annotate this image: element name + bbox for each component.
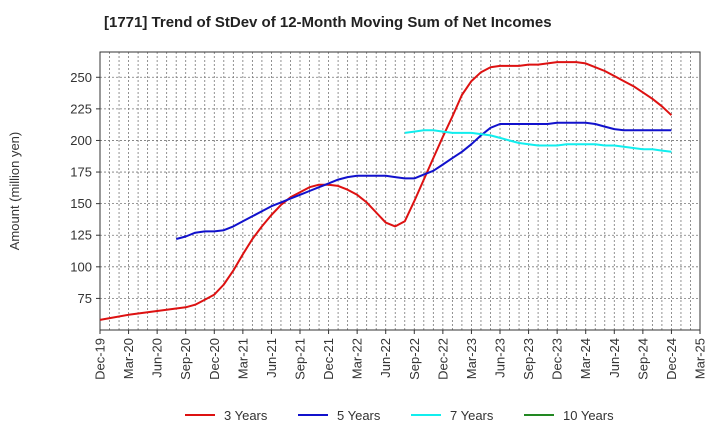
legend-label: 5 Years (337, 408, 381, 423)
y-tick-label: 75 (78, 291, 92, 306)
legend: 3 Years 5 Years 7 Years 10 Years (185, 408, 614, 423)
x-tick-label: Dec-22 (435, 338, 450, 380)
series-line-3-years (99, 61, 673, 321)
chart-title: [1771] Trend of StDev of 12-Month Moving… (104, 14, 552, 31)
x-tick-label: Dec-20 (207, 338, 222, 380)
legend-label: 7 Years (450, 408, 494, 423)
x-tick-label: Mar-21 (235, 338, 250, 379)
y-axis-ticks: 75 100 125 150 175 200 225 250 (70, 70, 100, 306)
x-axis-ticks: Dec-19 Mar-20 Jun-20 Sep-20 Dec-20 Mar-21 Jun-… (93, 330, 708, 380)
y-tick-label: 175 (70, 165, 92, 180)
x-tick-label: Jun-23 (493, 338, 508, 378)
x-tick-label: Sep-21 (293, 338, 308, 380)
x-tick-label: Mar-24 (578, 338, 593, 379)
y-tick-label: 150 (70, 196, 92, 211)
y-tick-label: 100 (70, 259, 92, 274)
x-tick-label: Sep-23 (521, 338, 536, 380)
y-axis-label: Amount (million yen) (7, 132, 22, 251)
grid-lines (100, 52, 700, 330)
x-tick-label: Dec-24 (664, 338, 679, 380)
x-tick-label: Mar-25 (693, 338, 708, 379)
legend-label: 10 Years (563, 408, 614, 423)
series-line-5-years (175, 121, 672, 240)
x-tick-label: Dec-23 (550, 338, 565, 380)
y-tick-label: 200 (70, 133, 92, 148)
y-tick-label: 250 (70, 70, 92, 85)
x-tick-label: Sep-22 (407, 338, 422, 380)
x-tick-label: Jun-22 (378, 338, 393, 378)
y-tick-label: 125 (70, 228, 92, 243)
x-tick-label: Jun-20 (150, 338, 165, 378)
series-line-7-years (404, 129, 672, 153)
x-tick-label: Mar-20 (121, 338, 136, 379)
series-lines (99, 61, 673, 321)
legend-label: 3 Years (224, 408, 268, 423)
x-tick-label: Dec-19 (93, 338, 108, 380)
x-tick-label: Sep-20 (178, 338, 193, 380)
x-tick-label: Jun-24 (607, 338, 622, 378)
x-tick-label: Mar-22 (350, 338, 365, 379)
y-tick-label: 225 (70, 101, 92, 116)
x-tick-label: Sep-24 (635, 338, 650, 380)
x-tick-label: Dec-21 (321, 338, 336, 380)
x-tick-label: Mar-23 (464, 338, 479, 379)
x-tick-label: Jun-21 (264, 338, 279, 378)
plot-frame (99, 51, 701, 331)
